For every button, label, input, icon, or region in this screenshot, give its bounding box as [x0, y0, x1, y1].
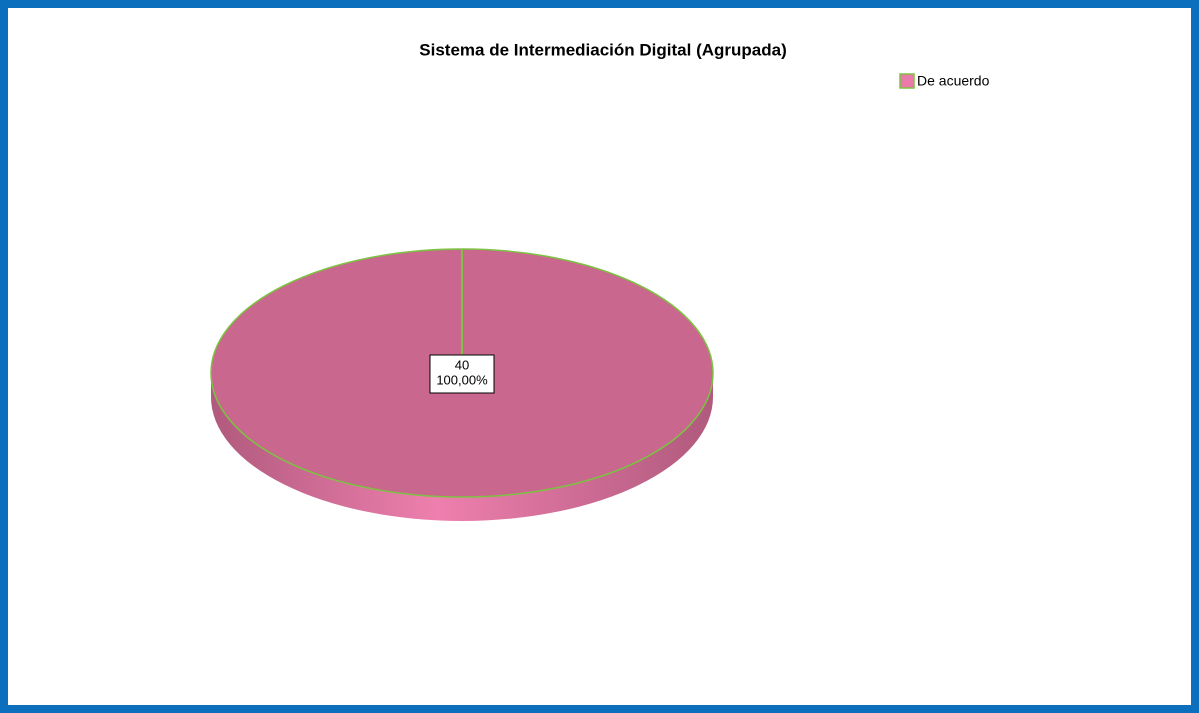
data-label-box — [429, 354, 495, 394]
data-label: 40 — [455, 357, 469, 372]
legend-swatch — [899, 73, 915, 89]
chart-title: Sistema de Intermediación Digital (Agrup… — [419, 40, 786, 59]
pie-side — [211, 373, 713, 521]
data-label-percent: 100,00% — [436, 372, 488, 387]
legend-label: De acuerdo — [917, 73, 990, 89]
